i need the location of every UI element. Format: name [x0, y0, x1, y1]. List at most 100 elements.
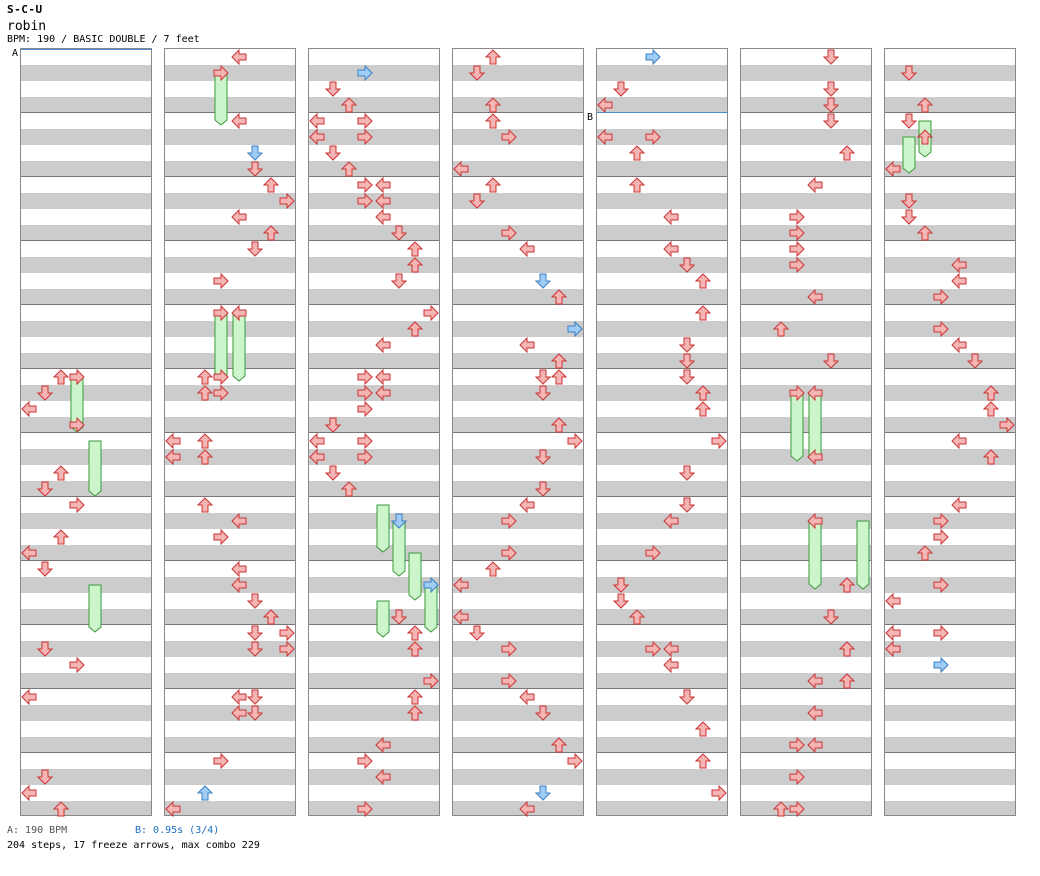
left-arrow-icon	[663, 640, 679, 658]
up-arrow-icon	[838, 145, 856, 161]
left-arrow-icon	[375, 736, 391, 754]
measure-line	[597, 688, 727, 689]
measure-line	[741, 432, 871, 433]
up-arrow-icon	[550, 369, 568, 385]
right-arrow-icon	[933, 656, 949, 674]
down-arrow-icon	[324, 145, 342, 161]
up-arrow-icon	[628, 177, 646, 193]
up-arrow-icon	[550, 353, 568, 369]
up-arrow-icon	[550, 417, 568, 433]
down-arrow-icon	[678, 465, 696, 481]
measure-column	[308, 48, 440, 818]
right-arrow-icon	[501, 512, 517, 530]
measure-line	[453, 688, 583, 689]
up-arrow-icon	[484, 49, 502, 65]
down-arrow-icon	[246, 145, 264, 161]
bpm-marker-b: B	[587, 112, 594, 123]
up-arrow-icon	[262, 225, 280, 241]
down-arrow-icon	[822, 97, 840, 113]
measure-line	[21, 304, 151, 305]
down-arrow-icon	[390, 513, 408, 529]
measure-line	[165, 432, 295, 433]
measure-line	[885, 496, 1015, 497]
down-arrow-icon	[534, 385, 552, 401]
up-arrow-icon	[484, 561, 502, 577]
down-arrow-icon	[468, 625, 486, 641]
right-arrow-icon	[567, 432, 583, 450]
left-arrow-icon	[951, 336, 967, 354]
measure-line	[309, 112, 439, 113]
up-arrow-icon	[484, 113, 502, 129]
left-arrow-icon	[375, 768, 391, 786]
up-arrow-icon	[694, 273, 712, 289]
up-arrow-icon	[340, 97, 358, 113]
freeze-arrow	[855, 513, 871, 590]
measure-line	[885, 176, 1015, 177]
left-arrow-icon	[165, 432, 181, 450]
left-arrow-icon	[21, 784, 37, 802]
left-arrow-icon	[231, 304, 247, 322]
up-arrow-icon	[982, 385, 1000, 401]
down-arrow-icon	[900, 209, 918, 225]
right-arrow-icon	[645, 48, 661, 66]
down-arrow-icon	[966, 353, 984, 369]
down-arrow-icon	[36, 385, 54, 401]
left-arrow-icon	[951, 496, 967, 514]
left-arrow-icon	[453, 576, 469, 594]
left-arrow-icon	[519, 688, 535, 706]
measure-line	[165, 496, 295, 497]
up-arrow-icon	[52, 465, 70, 481]
measure-line	[309, 240, 439, 241]
right-arrow-icon	[357, 800, 373, 818]
up-arrow-icon	[484, 177, 502, 193]
up-arrow-icon	[916, 129, 934, 145]
measure-line	[597, 560, 727, 561]
left-arrow-icon	[21, 544, 37, 562]
up-arrow-icon	[340, 481, 358, 497]
measure-line	[165, 688, 295, 689]
down-arrow-icon	[534, 705, 552, 721]
measure-column	[740, 48, 872, 818]
freeze-arrow	[87, 433, 103, 497]
right-arrow-icon	[933, 576, 949, 594]
right-arrow-icon	[213, 528, 229, 546]
up-arrow-icon	[196, 369, 214, 385]
freeze-arrow	[407, 545, 423, 601]
measure-column	[596, 48, 728, 816]
right-arrow-icon	[279, 640, 295, 658]
right-arrow-icon	[711, 784, 727, 802]
measure-line	[21, 496, 151, 497]
left-arrow-icon	[231, 688, 247, 706]
measure-line	[741, 688, 871, 689]
up-arrow-icon	[694, 721, 712, 737]
up-arrow-icon	[550, 737, 568, 753]
measure-line	[21, 112, 151, 113]
up-arrow-icon	[694, 401, 712, 417]
up-arrow-icon	[406, 641, 424, 657]
bpm-legend-b: B: 0.95s (3/4)	[135, 825, 220, 836]
down-arrow-icon	[246, 625, 264, 641]
right-arrow-icon	[423, 672, 439, 690]
right-arrow-icon	[69, 416, 85, 434]
down-arrow-icon	[678, 689, 696, 705]
measure-line	[165, 304, 295, 305]
right-arrow-icon	[789, 256, 805, 274]
down-arrow-icon	[246, 593, 264, 609]
measure-line	[885, 304, 1015, 305]
left-arrow-icon	[885, 624, 901, 642]
up-arrow-icon	[262, 177, 280, 193]
right-arrow-icon	[933, 528, 949, 546]
bpm-change-line	[21, 49, 151, 50]
up-arrow-icon	[694, 305, 712, 321]
measure-line	[309, 368, 439, 369]
left-arrow-icon	[231, 512, 247, 530]
down-arrow-icon	[246, 689, 264, 705]
up-arrow-icon	[196, 449, 214, 465]
down-arrow-icon	[900, 193, 918, 209]
right-arrow-icon	[357, 112, 373, 130]
left-arrow-icon	[375, 368, 391, 386]
left-arrow-icon	[231, 48, 247, 66]
left-arrow-icon	[597, 128, 613, 146]
up-arrow-icon	[694, 385, 712, 401]
measure-line	[885, 624, 1015, 625]
